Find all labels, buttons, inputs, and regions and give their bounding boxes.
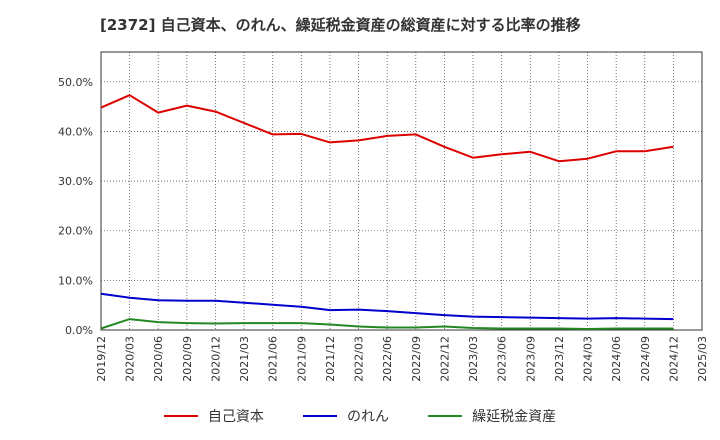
chart-title: [2372] 自己資本、のれん、繰延税金資産の総資産に対する比率の推移 (100, 16, 581, 34)
legend-item-equity: 自己資本 (163, 406, 264, 426)
legend-swatch-deferred-tax (428, 415, 463, 417)
x-tick-label: 2022/03 (353, 336, 366, 382)
y-tick-label: 30.0% (58, 175, 93, 188)
legend-item-deferred-tax: 繰延税金資産 (428, 406, 556, 426)
x-tick-label: 2021/12 (324, 336, 337, 382)
y-tick-label: 20.0% (58, 225, 93, 238)
x-tick-label: 2020/03 (124, 336, 137, 382)
x-tick-label: 2024/09 (639, 336, 652, 382)
series-line-deferred-tax (100, 318, 674, 330)
y-tick-label: 40.0% (58, 125, 93, 138)
series-layer (100, 94, 674, 330)
y-tick-label: 0.0% (65, 324, 93, 337)
series-line-equity (100, 94, 674, 163)
legend: 自己資本 のれん 繰延税金資産 (0, 402, 720, 426)
x-tick-label: 2024/06 (610, 336, 623, 382)
x-tick-label: 2022/09 (410, 336, 423, 382)
x-axis-ticks: 2019/12 2020/03 2020/06 2020/09 2020/12 2021/… (95, 336, 709, 382)
x-tick-label: 2022/12 (438, 336, 451, 382)
x-tick-label: 2020/06 (152, 336, 165, 382)
x-tick-label: 2023/09 (524, 336, 537, 382)
x-tick-label: 2023/03 (467, 336, 480, 382)
legend-label-goodwill: のれん (347, 409, 389, 425)
x-tick-label: 2022/06 (381, 336, 394, 382)
y-tick-label: 10.0% (58, 274, 93, 287)
x-tick-label: 2019/12 (95, 336, 108, 382)
legend-label-equity: 自己資本 (207, 409, 264, 425)
x-tick-label: 2024/03 (582, 336, 595, 382)
x-tick-label: 2021/03 (238, 336, 251, 382)
plot-frame (100, 51, 703, 331)
x-tick-label: 2023/12 (553, 336, 566, 382)
x-tick-label: 2025/03 (696, 336, 709, 382)
x-tick-label: 2020/12 (209, 336, 222, 382)
legend-item-goodwill: のれん (303, 406, 389, 426)
x-tick-label: 2021/06 (267, 336, 280, 382)
x-tick-label: 2023/06 (496, 336, 509, 382)
x-tick-label: 2021/09 (295, 336, 308, 382)
y-axis-ticks: 0.0% 10.0% 20.0% 30.0% 40.0% 50.0% (58, 76, 93, 337)
y-tick-label: 50.0% (58, 76, 93, 89)
series-line-goodwill (100, 292, 674, 321)
grid-layer (101, 52, 702, 330)
legend-swatch-goodwill (303, 415, 337, 417)
legend-label-deferred-tax: 繰延税金資産 (472, 409, 557, 425)
x-tick-label: 2024/12 (667, 336, 680, 382)
legend-swatch-equity (163, 415, 198, 417)
x-tick-label: 2020/09 (181, 336, 194, 382)
